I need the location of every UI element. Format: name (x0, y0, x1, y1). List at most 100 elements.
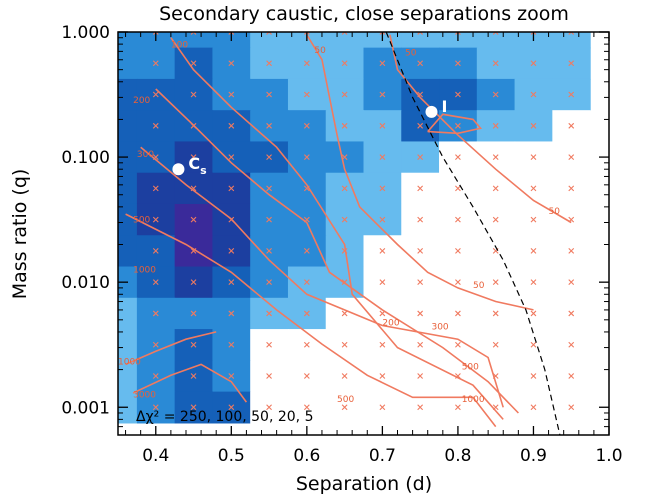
contour-line (155, 88, 519, 414)
contour-line (132, 363, 248, 403)
grid-marker (190, 91, 197, 98)
grid-marker (568, 310, 575, 317)
grid-marker (341, 216, 348, 223)
grid-marker (341, 122, 348, 129)
grid-marker (417, 60, 424, 67)
grid-marker (379, 154, 386, 160)
heatmap-cell (118, 78, 138, 111)
grid-marker (568, 404, 575, 411)
x-axis-label: Separation (d) (296, 473, 432, 495)
grid-marker (341, 279, 348, 286)
grid-marker (417, 154, 424, 160)
contour-label: 300 (431, 322, 448, 332)
grid-marker (266, 216, 272, 223)
grid-marker (190, 310, 197, 317)
x-tick-label: 0.5 (218, 446, 245, 466)
contour-label: 50 (314, 46, 326, 56)
contour-label: 1000 (118, 357, 141, 367)
model-point-label: I (441, 97, 447, 116)
grid-marker (341, 248, 348, 254)
grid-marker (341, 91, 348, 98)
grid-marker (303, 341, 310, 348)
contour-label: 3000 (133, 390, 156, 400)
grid-marker (530, 279, 537, 286)
grid-marker (152, 154, 159, 160)
contour-label: 50 (549, 207, 561, 217)
x-tick-label: 0.8 (444, 446, 471, 466)
grid-marker (341, 185, 348, 192)
contour-labels: 100 50 50 200 300 500 1000 1000 3000 50 50 200 300 50… (118, 41, 560, 405)
grid-marker (455, 310, 461, 317)
contour-line (170, 37, 504, 420)
grid-marker (190, 185, 197, 192)
heatmap-cell (118, 297, 138, 330)
grid-marker (228, 185, 235, 192)
grid-marker (190, 154, 197, 160)
grid-marker (455, 216, 461, 223)
grid-marker (266, 122, 272, 129)
caustic-boundary-line (385, 32, 561, 435)
grid-marker (379, 279, 386, 286)
plot-frame (117, 31, 610, 436)
grid-marker (455, 279, 461, 286)
grid-marker (455, 248, 461, 254)
grid-marker (228, 248, 235, 254)
grid-marker (152, 185, 159, 192)
grid-marker (152, 404, 159, 411)
grid-marker (568, 122, 575, 129)
grid-marker (190, 279, 197, 286)
grid-marker (530, 122, 537, 129)
grid-marker (568, 373, 575, 379)
grid-marker (455, 185, 461, 192)
grid-marker (303, 32, 310, 35)
grid-marker (379, 341, 386, 348)
grid-marker (530, 373, 537, 379)
contour-label: 200 (133, 96, 150, 106)
grid-marker (228, 32, 235, 35)
grid-marker (341, 60, 348, 67)
grid-marker (492, 373, 499, 379)
grid-marker (190, 248, 197, 254)
grid-marker (455, 60, 461, 67)
grid-marker (228, 310, 235, 317)
grid-marker (417, 91, 424, 98)
y-tick-label: 0.001 (61, 398, 110, 418)
grid-marker (379, 91, 386, 98)
grid-marker (530, 32, 537, 35)
grid-marker (152, 310, 159, 317)
grid-marker (152, 279, 159, 286)
x-axis-ticks: 0.4 0.5 0.6 0.7 0.8 0.9 1.0 (125, 32, 623, 466)
grid-marker (190, 373, 197, 379)
grid-marker (492, 154, 499, 160)
grid-marker (417, 216, 424, 223)
grid-marker (266, 404, 272, 411)
grid-marker (530, 248, 537, 254)
grid-marker (303, 216, 310, 223)
grid-marker (152, 32, 159, 35)
grid-marker (190, 404, 197, 411)
grid-marker (303, 185, 310, 192)
contour-label: 200 (382, 319, 399, 329)
heatmap-cell (552, 32, 591, 49)
y-tick-label: 1.000 (61, 23, 110, 43)
grid-marker (530, 310, 537, 317)
grid-marker (455, 373, 461, 379)
grid-marker (190, 32, 197, 35)
model-point-marker (172, 163, 185, 176)
grid-marker (417, 404, 424, 411)
x-tick-label: 0.4 (142, 446, 169, 466)
grid-marker (455, 154, 461, 160)
contour-line (140, 146, 504, 408)
legend-text: Δχ² = 250, 100, 50, 20, 5 (136, 409, 314, 425)
grid-marker (492, 185, 499, 192)
grid-marker (417, 248, 424, 254)
grid-marker (303, 404, 310, 411)
grid-marker (417, 32, 424, 35)
grid-marker (228, 60, 235, 67)
grid-marker (568, 341, 575, 348)
grid-marker (152, 60, 159, 67)
contour-line (389, 34, 572, 224)
grid-marker (379, 60, 386, 67)
contour-label: 300 (137, 150, 154, 160)
grid-marker (568, 60, 575, 67)
